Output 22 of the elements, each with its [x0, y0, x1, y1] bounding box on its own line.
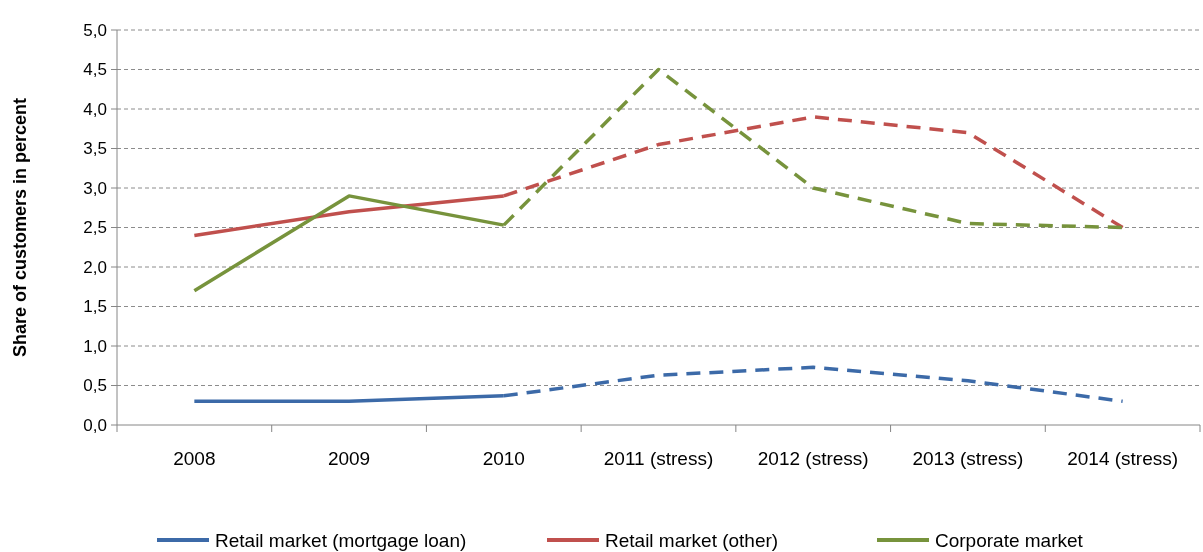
- y-tick-label: 3,5: [83, 139, 107, 159]
- x-tick-label: 2012 (stress): [757, 448, 869, 469]
- y-axis-title: Share of customers in percent: [10, 97, 30, 358]
- y-tick-label: 4,0: [83, 99, 107, 119]
- y-tick-label: 4,5: [83, 60, 107, 80]
- y-tick-label: 1,5: [83, 297, 107, 317]
- x-tick-label: 2011 (stress): [603, 448, 714, 469]
- y-tick-label: 2,5: [83, 218, 107, 238]
- legend-label: Corporate market: [935, 529, 1084, 551]
- legend-label: Retail market (other): [605, 529, 779, 551]
- x-tick-label: 2013 (stress): [912, 448, 1024, 469]
- x-tick-label: 2008: [173, 448, 216, 469]
- x-tick-label: 2014 (stress): [1067, 448, 1179, 469]
- y-tick-label: 0,5: [83, 376, 107, 396]
- y-tick-label: 5,0: [83, 20, 107, 40]
- y-tick-label: 3,0: [83, 178, 107, 198]
- x-tick-label: 2009: [327, 448, 371, 469]
- y-tick-label: 1,0: [83, 336, 107, 356]
- legend-label: Retail market (mortgage loan): [215, 529, 467, 551]
- y-tick-label: 2,0: [83, 257, 107, 277]
- y-tick-label: 0,0: [83, 415, 107, 435]
- x-tick-label: 2010: [482, 448, 525, 469]
